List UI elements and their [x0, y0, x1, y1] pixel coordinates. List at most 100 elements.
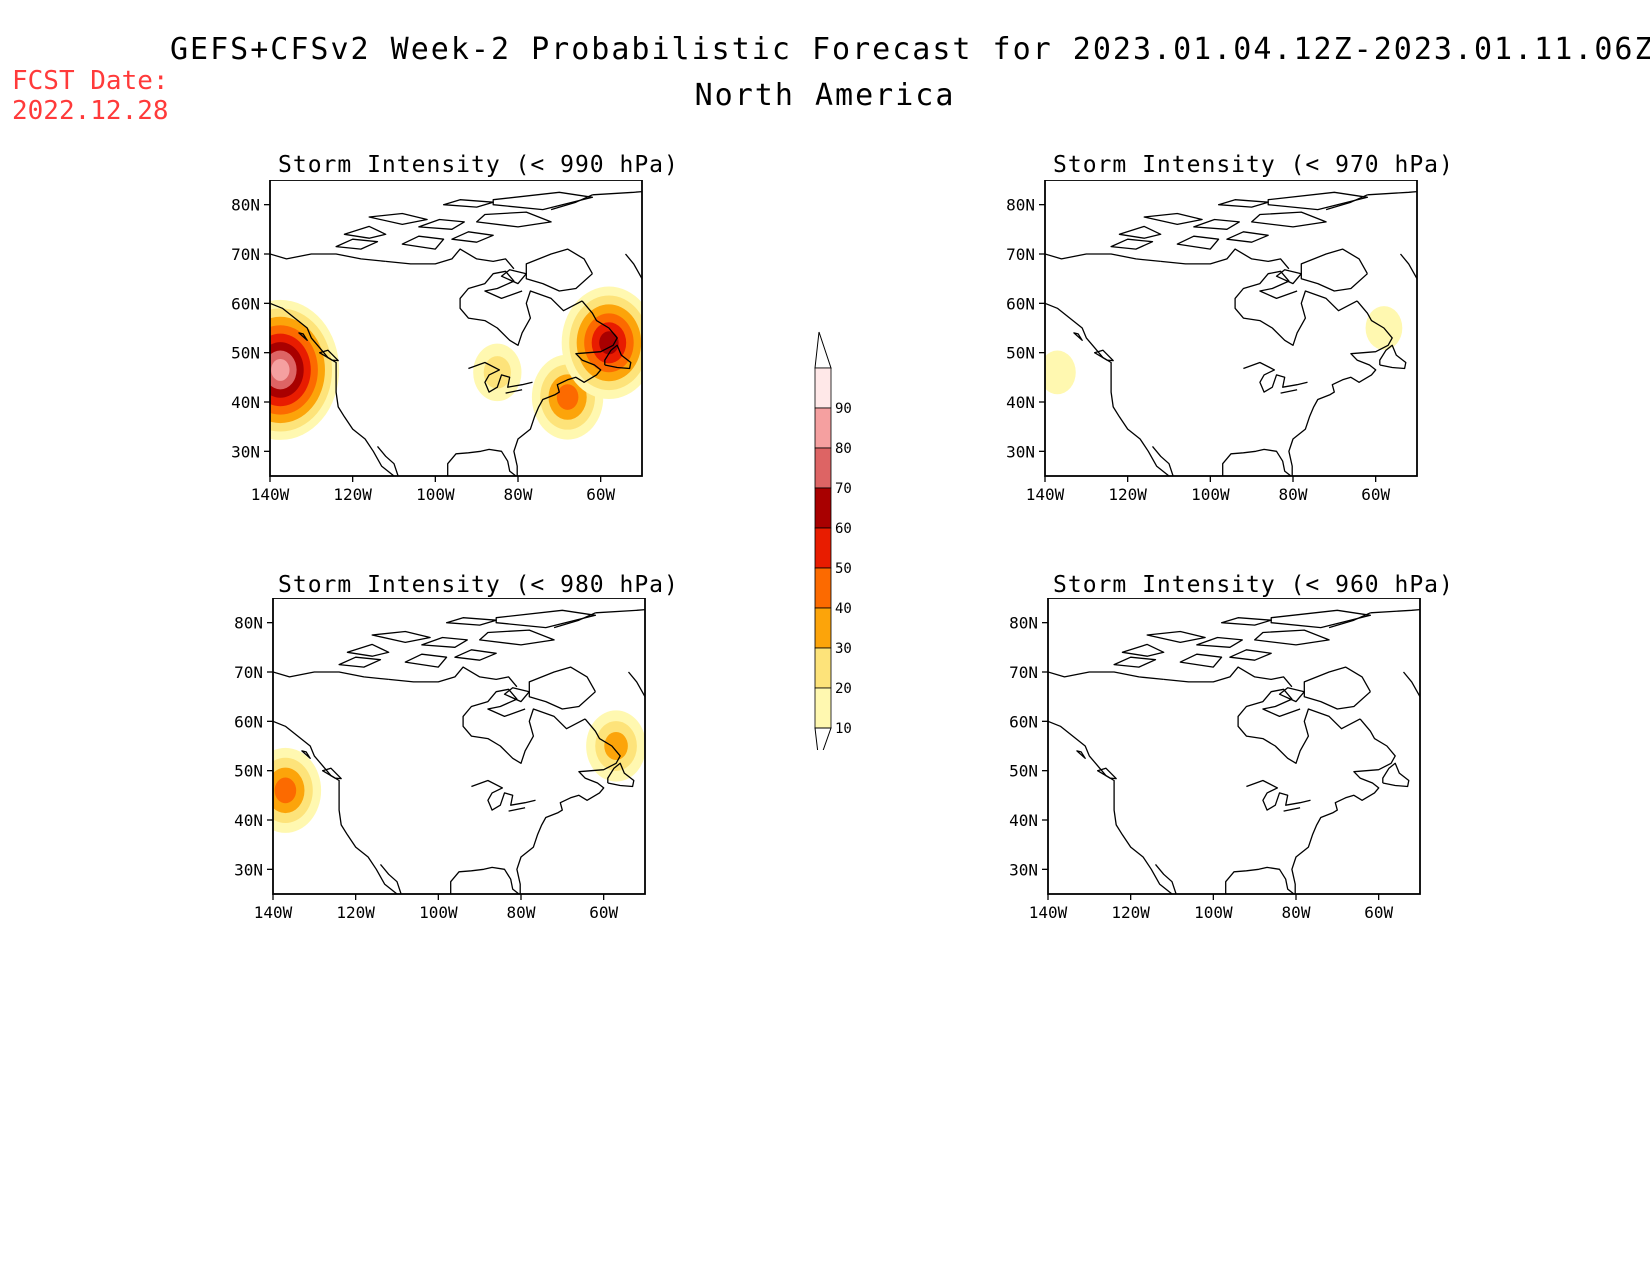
coastlines — [270, 190, 642, 476]
island — [445, 617, 497, 626]
map-frame — [269, 180, 643, 477]
coastline — [607, 762, 635, 788]
coastline — [1151, 445, 1174, 476]
coastline — [450, 866, 520, 894]
lat-label: 60N — [1009, 712, 1038, 731]
colorbar-label: 50 — [835, 561, 852, 577]
coastline — [1225, 866, 1295, 894]
lon-label: 60W — [1364, 903, 1393, 922]
coastline — [1045, 302, 1170, 476]
map-background — [1048, 598, 1420, 894]
lon-label: 120W — [333, 485, 372, 504]
coastline — [624, 253, 642, 280]
island — [495, 609, 597, 629]
coastline — [525, 248, 593, 292]
lat-label: 30N — [231, 442, 260, 461]
coastline — [505, 389, 523, 394]
coastline — [627, 671, 645, 698]
coastline — [1048, 720, 1173, 894]
island — [1121, 643, 1165, 657]
island — [318, 349, 339, 362]
lon-label: 140W — [254, 903, 293, 922]
lat-label: 80N — [234, 614, 263, 633]
lon-label: 120W — [336, 903, 375, 922]
colorbar-segment — [814, 687, 832, 729]
lon-label: 100W — [1194, 903, 1233, 922]
probability-shading — [273, 710, 645, 833]
colorbar-segment — [814, 487, 832, 529]
lat-label: 80N — [1006, 196, 1035, 215]
island — [418, 218, 465, 230]
lon-label: 80W — [504, 485, 533, 504]
coastline — [385, 248, 515, 270]
colorbar-label: 80 — [835, 441, 852, 457]
lon-label: 100W — [416, 485, 455, 504]
prob-contour-40 — [556, 384, 579, 410]
island — [1118, 225, 1162, 239]
colorbar-label: 90 — [835, 401, 852, 417]
island — [1096, 767, 1117, 780]
colorbar: 10 20 30 40 50 60 70 80 90 — [814, 331, 852, 750]
island — [346, 643, 390, 657]
lon-label: 140W — [1026, 485, 1065, 504]
lon-label: 60W — [589, 903, 618, 922]
coastline — [273, 671, 389, 681]
island — [1254, 629, 1330, 646]
island — [1217, 199, 1269, 208]
colorbar-segment — [814, 567, 832, 609]
lat-label: 30N — [1009, 860, 1038, 879]
probability-shading — [270, 286, 642, 440]
island — [1278, 687, 1305, 703]
panel-title-970: Storm Intensity (< 970 hPa) — [1053, 152, 1454, 178]
colorbar-segment — [814, 447, 832, 489]
coastline — [528, 666, 596, 710]
colorbar-top-arrow — [814, 331, 832, 369]
map-frame — [1044, 180, 1418, 477]
lon-label: 100W — [419, 903, 458, 922]
lat-label: 40N — [1009, 811, 1038, 830]
coastline — [1154, 863, 1177, 894]
island — [335, 238, 379, 250]
coastline — [376, 445, 399, 476]
coastline — [459, 270, 583, 346]
island — [476, 211, 552, 228]
island — [1076, 750, 1086, 759]
island — [1093, 349, 1114, 362]
lat-label: 50N — [1009, 762, 1038, 781]
coastline — [508, 807, 526, 812]
lat-label: 30N — [234, 860, 263, 879]
coastline — [1367, 190, 1417, 196]
fcst-date-label: FCST Date: — [12, 66, 169, 96]
lat-label: 40N — [1006, 393, 1035, 412]
coastline — [1280, 389, 1298, 394]
island — [343, 225, 387, 239]
lat-label: 50N — [1006, 344, 1035, 363]
lon-label: 80W — [1282, 903, 1311, 922]
island — [1073, 332, 1083, 341]
lat-label: 70N — [1009, 663, 1038, 682]
island — [1176, 235, 1220, 250]
island — [479, 629, 555, 646]
page-title: GEFS+CFSv2 Week-2 Probabilistic Forecast… — [170, 32, 1650, 67]
colorbar-bottom-arrow — [814, 727, 832, 750]
lon-label: 80W — [1279, 485, 1308, 504]
coastline — [1379, 344, 1407, 370]
lon-label: 140W — [251, 485, 290, 504]
colorbar-segment — [814, 527, 832, 569]
page-subtitle: North America — [694, 78, 956, 113]
coastline — [1300, 248, 1368, 292]
coastline — [1246, 779, 1311, 811]
lon-label: 100W — [1191, 485, 1230, 504]
colorbar-label: 70 — [835, 481, 852, 497]
island — [321, 767, 342, 780]
lon-label: 60W — [586, 485, 615, 504]
coastline — [1163, 666, 1293, 688]
lat-label: 50N — [234, 762, 263, 781]
lon-label: 60W — [1361, 485, 1390, 504]
island — [1113, 656, 1157, 668]
island — [404, 653, 448, 668]
island — [371, 630, 431, 644]
island — [1193, 218, 1240, 230]
island — [1143, 212, 1203, 226]
coastline — [595, 608, 645, 614]
